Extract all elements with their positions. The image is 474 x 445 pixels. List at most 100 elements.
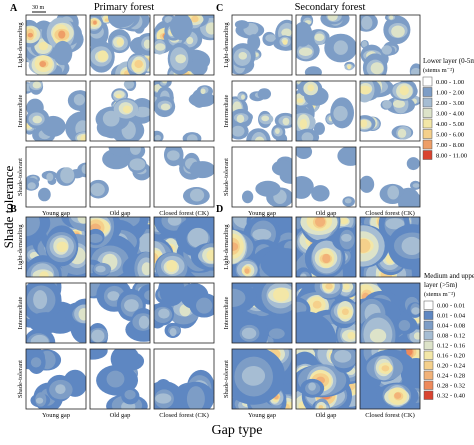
map-b-r3-c3 [153,348,215,410]
legend-upper-title-1: Medium and upper [424,272,474,280]
map-c-r3-c1 [231,146,293,208]
legend-upper-item-label: 0.08 - 0.12 [437,333,465,340]
col-label-c-3: Closed forest (CK) [365,210,414,217]
map-d-r1-c3 [359,216,421,278]
map-frame [295,348,357,410]
legend-lower-title: Lower layer (0-5m) [423,57,474,65]
row-label-d-2: Intermediate [223,296,230,329]
map-frame [153,146,215,208]
map-frame [295,80,357,142]
map-b-r1-c1 [25,216,87,278]
map-frame [359,348,421,410]
legend-upper-item-swatch [423,340,434,350]
legend-upper-item-label: 0.20 - 0.24 [437,363,466,370]
map-d-r2-c1 [231,282,293,344]
legend-lower-item-swatch [422,97,433,108]
map-frame [359,146,421,208]
panel-letter-d: D [216,204,223,215]
map-a-r3-c3 [153,146,215,208]
legend-upper-item-swatch [423,330,434,340]
legend-upper-item-swatch [423,350,434,360]
map-frame [153,282,215,344]
legend-upper-item-label: 0.32 - 0.40 [437,393,465,400]
map-b-r3-c2 [89,348,151,410]
row-label-c-1: Light-demanding [223,22,230,68]
legend-lower-item-label: 1.00 - 2.00 [436,90,464,97]
map-a-r1-c1 [25,14,87,76]
map-c-r2-c3 [359,80,421,142]
map-frame [231,216,293,278]
legend-lower-unit: (stems m⁻²) [423,67,454,74]
legend-lower-item-swatch [422,118,433,129]
map-frame [231,348,293,410]
map-frame [359,216,421,278]
map-c-r2-c2 [295,80,357,142]
col-label-c-1: Young gap [248,210,276,217]
col-label-a-1: Young gap [42,210,70,217]
legend-lower-item-swatch [422,139,433,150]
map-frame [153,348,215,410]
legend-upper-item-swatch [423,310,434,320]
map-frame [89,80,151,142]
panel-d [231,216,421,410]
panel-a [25,14,215,208]
row-label-a-2: Intermediate [17,94,24,127]
legend-lower: Lower layer (0-5m) (stems m⁻²) 0.00 - 1.… [422,57,474,160]
row-label-a-1: Light-demanding [17,22,24,68]
col-label-b-3: Closed forest (CK) [159,412,208,419]
map-frame [25,216,87,278]
map-frame [153,14,215,76]
map-frame [231,14,293,76]
legend-upper-title-2: layer (>5m) [424,281,458,289]
map-d-r3-c2 [295,348,357,410]
map-d-r2-c2 [295,282,357,344]
map-frame [89,216,151,278]
legend-upper-item-label: 0.24 - 0.28 [437,373,465,380]
col-label-d-1: Young gap [248,412,276,419]
y-axis-title: Shade tolerance [1,165,16,248]
panel-letter-a: A [10,3,18,14]
map-a-r3-c1 [25,146,87,208]
map-frame [89,282,151,344]
legend-lower-item-label: 8.00 - 11.00 [436,153,467,160]
column-title-secondary: Secondary forest [295,2,366,13]
row-label-c-3: Shade-tolerant [223,158,230,196]
row-label-b-3: Shade-tolerant [17,360,24,398]
map-a-r3-c2 [89,146,151,208]
map-b-r2-c3 [153,282,215,344]
legend-upper-item-swatch [423,320,434,330]
map-d-r2-c3 [359,282,421,344]
map-d-r1-c1 [231,216,293,278]
map-frame [25,14,87,76]
legend-upper-item-swatch [423,360,434,370]
legend-upper-item-swatch [423,300,434,310]
map-a-r2-c1 [25,80,87,142]
map-frame [295,14,357,76]
map-a-r2-c3 [153,80,215,142]
row-label-d-3: Shade-tolerant [223,360,230,398]
map-c-r1-c1 [231,14,293,76]
map-a-r2-c2 [89,80,151,142]
map-frame [359,80,421,142]
map-b-r1-c2 [89,216,151,278]
legend-lower-item-swatch [422,87,433,97]
map-c-r1-c3 [359,14,421,76]
row-label-b-2: Intermediate [17,296,24,329]
map-d-r1-c2 [295,216,357,278]
row-label-d-1: Light-demanding [223,224,230,270]
legend-upper-item-swatch [423,390,434,400]
col-label-b-1: Young gap [42,412,70,419]
map-frame [89,348,151,410]
map-b-r1-c3 [153,216,215,278]
map-frame [295,146,357,208]
map-frame [25,146,87,208]
map-frame [231,146,293,208]
scale-bar-label: 30 m [32,5,45,11]
map-frame [153,80,215,142]
legend-upper-item-label: 0.12 - 0.16 [437,343,466,350]
legend-upper-item-label: 0.04 - 0.08 [437,323,465,330]
panel-c [231,14,421,208]
legend-upper-item-swatch [423,370,434,380]
map-a-r1-c3 [153,14,215,76]
